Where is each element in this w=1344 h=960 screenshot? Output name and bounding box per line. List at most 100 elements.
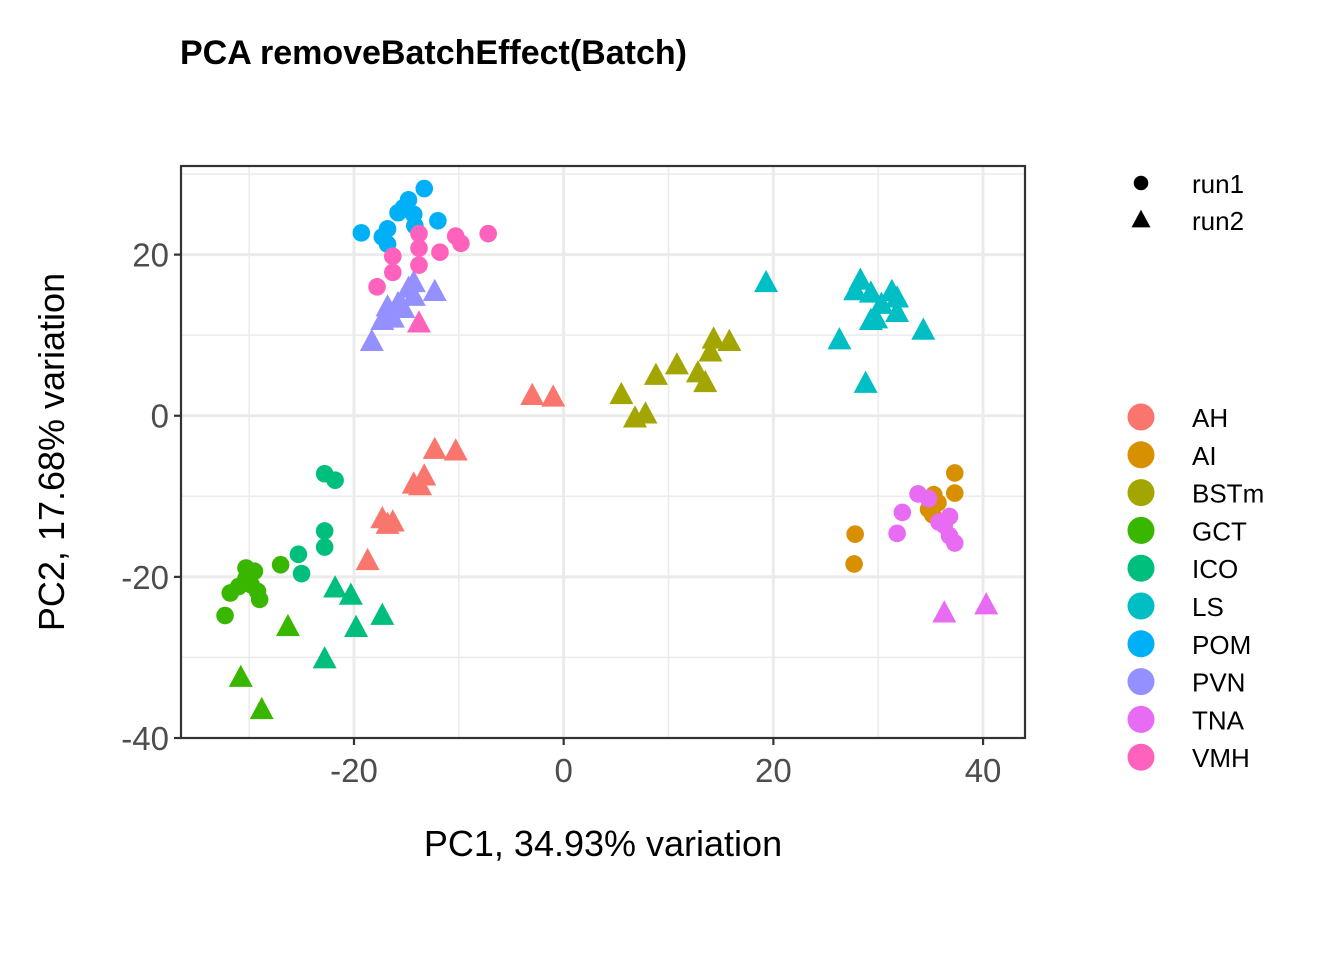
data-point-ls (827, 327, 852, 350)
legend-label-pom: POM (1192, 630, 1251, 660)
legend-key-ah (1127, 403, 1155, 431)
data-point-vmh (410, 239, 428, 257)
data-point-ico (315, 522, 334, 540)
y-tick-label: -20 (121, 559, 169, 596)
data-point-ah (375, 511, 400, 534)
data-point-pvn (401, 283, 426, 306)
data-point-ls (885, 285, 910, 308)
data-point-pom (429, 211, 447, 230)
chart-title: PCA removeBatchEffect(Batch) (180, 34, 687, 72)
data-point-vmh (383, 247, 402, 266)
legend-label-ls: LS (1192, 592, 1224, 622)
data-point-ls (858, 280, 883, 303)
y-tick-label: -40 (121, 720, 169, 757)
data-point-vmh (452, 234, 470, 253)
data-point-vmh (410, 224, 428, 243)
data-point-tna (919, 489, 938, 508)
data-point-ah (520, 382, 545, 405)
x-tick-label: -20 (330, 752, 378, 789)
x-tick-label: 0 (555, 752, 573, 789)
legend-key-pvn (1127, 668, 1155, 696)
legend-key-run1 (1133, 175, 1149, 191)
data-point-tna (945, 534, 964, 552)
data-point-vmh (410, 256, 428, 274)
legend-key-ls (1127, 592, 1155, 620)
data-point-pom (415, 179, 434, 198)
data-point-ah (408, 472, 433, 496)
data-point-bstm (643, 362, 668, 385)
x-tick-label: 40 (965, 752, 1002, 789)
data-point-pvn (391, 295, 416, 318)
data-point-ah (355, 547, 380, 571)
legend-label-run1: run1 (1192, 169, 1244, 199)
legend-label-ah: AH (1192, 403, 1228, 433)
y-axis-title: PC2, 17.68% variation (31, 273, 72, 631)
data-point-tna (974, 592, 999, 615)
color-legend: AH AI BSTm GCT ICO LS POM PVN TNA VMH (1127, 403, 1264, 773)
data-point-bstm (717, 328, 742, 351)
data-point-ico (312, 646, 337, 669)
legend-key-gct (1127, 516, 1155, 544)
data-point-pvn (370, 307, 395, 331)
x-tick-label: 20 (755, 752, 792, 789)
data-point-gct (275, 613, 300, 637)
data-point-bstm (693, 369, 718, 393)
data-point-pom (352, 224, 371, 242)
plot-panel-border (179, 164, 1027, 740)
legend-label-bstm: BSTm (1192, 479, 1264, 509)
data-point-ah (443, 438, 468, 461)
data-point-tna (893, 503, 912, 522)
data-point-gct (221, 584, 240, 602)
y-tick-label: 0 (151, 398, 169, 435)
data-point-ico (326, 471, 344, 489)
y-tick-label: 20 (132, 237, 169, 274)
legend-label-run2: run2 (1192, 206, 1244, 236)
data-point-ai (945, 484, 964, 502)
data-point-ico (292, 564, 311, 583)
legend-key-vmh (1127, 743, 1155, 771)
legend-label-pvn: PVN (1192, 668, 1245, 698)
data-point-ls (853, 370, 878, 393)
data-points (216, 179, 999, 720)
legend-label-ico: ICO (1192, 554, 1238, 584)
data-point-ico (323, 575, 348, 598)
data-point-bstm (664, 352, 689, 375)
data-point-ico (289, 545, 308, 564)
legend-label-gct: GCT (1192, 516, 1247, 546)
data-point-pvn (422, 278, 447, 302)
data-point-ls (858, 307, 883, 331)
legend-key-bstm (1127, 479, 1155, 507)
data-point-ico (370, 602, 395, 625)
data-point-ah (422, 436, 447, 459)
data-point-pom (389, 203, 407, 222)
plot-grid (181, 166, 1025, 738)
axis-ticks: -20 0 20 40 -40 -20 0 20 (121, 237, 1001, 789)
data-point-ah (541, 384, 566, 407)
data-point-ico (315, 538, 334, 556)
data-point-ls (754, 269, 779, 293)
data-point-tna (932, 600, 957, 623)
data-point-ai (845, 555, 863, 573)
shape-legend: run1 run2 (1131, 169, 1244, 236)
data-point-ai (945, 464, 964, 482)
data-point-ai (846, 525, 864, 543)
data-point-vmh (479, 224, 497, 243)
x-axis-title: PC1, 34.93% variation (424, 823, 782, 864)
data-point-vmh (368, 278, 386, 296)
data-point-ls (911, 317, 936, 340)
legend-label-ai: AI (1192, 441, 1217, 471)
legend-key-tna (1127, 705, 1155, 733)
legend-key-pom (1127, 630, 1155, 658)
data-point-pvn (359, 328, 384, 351)
data-point-tna (888, 524, 906, 543)
data-point-bstm (698, 339, 723, 362)
data-point-gct (250, 590, 269, 609)
legend-key-run2 (1131, 209, 1151, 228)
data-point-vmh (431, 243, 449, 262)
legend-label-tna: TNA (1192, 705, 1245, 735)
data-point-ico (344, 614, 369, 637)
data-point-vmh (406, 310, 431, 333)
data-point-gct (228, 664, 253, 687)
data-point-bstm (622, 405, 647, 428)
